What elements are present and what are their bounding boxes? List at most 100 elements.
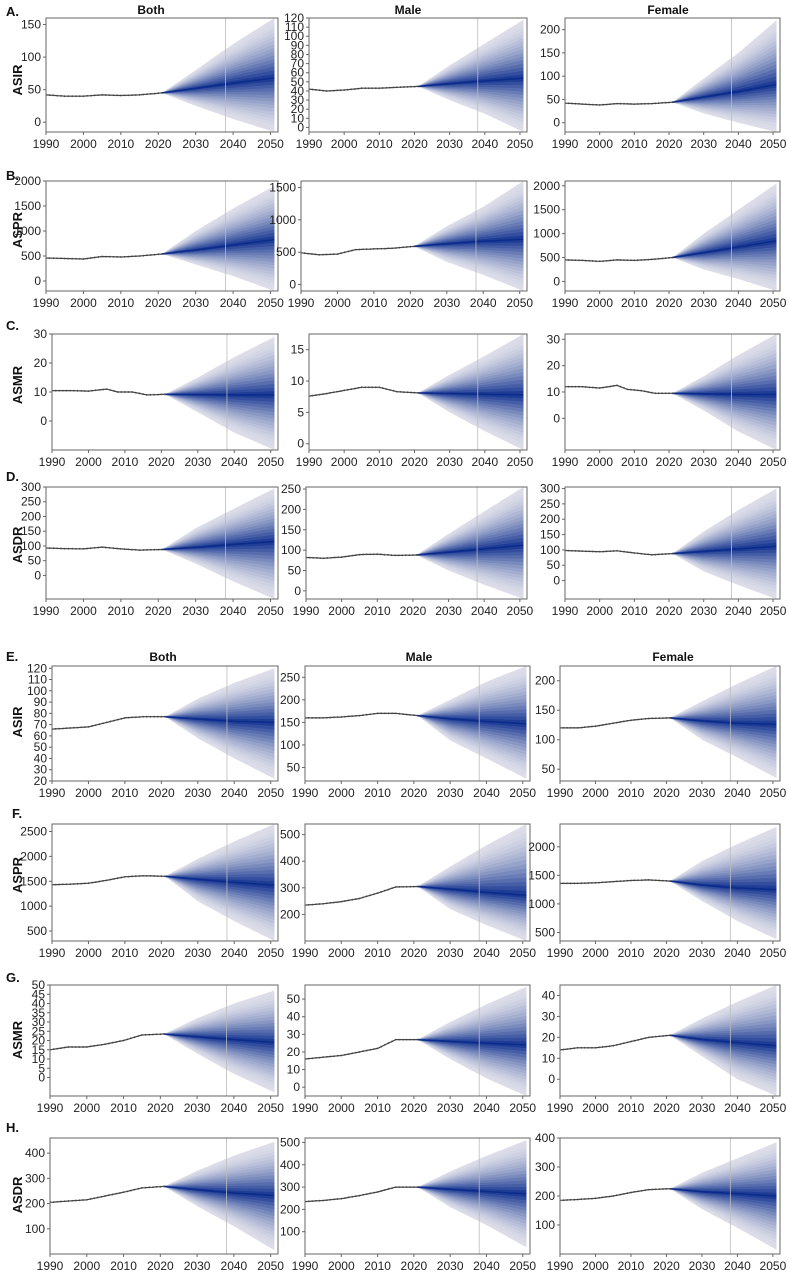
observed-point — [336, 1054, 339, 1057]
x-tick-label: 2040 — [473, 946, 500, 960]
observed-point — [62, 389, 64, 392]
observed-point — [311, 253, 313, 255]
y-tick-label: 50 — [287, 992, 301, 1006]
observed-point — [612, 385, 615, 387]
y-tick-label: 100 — [540, 543, 560, 557]
y-tick-label: 200 — [540, 23, 560, 37]
x-tick-label: 2030 — [435, 604, 462, 618]
observed-point — [312, 556, 314, 559]
observed-point — [131, 94, 134, 96]
observed-point — [365, 895, 368, 898]
observed-point — [355, 554, 357, 556]
observed-point — [417, 85, 419, 88]
x-tick-label: 2050 — [509, 1101, 536, 1115]
observed-point — [83, 726, 86, 728]
observed-point — [376, 1191, 379, 1193]
x-tick-label: 2000 — [586, 455, 613, 469]
x-tick-label: 2050 — [760, 137, 787, 151]
y-tick-label: 0 — [297, 120, 304, 134]
fan-band — [418, 70, 524, 87]
observed-point — [602, 260, 604, 262]
observed-point — [116, 256, 118, 258]
observed-point — [619, 1193, 622, 1196]
observed-point — [347, 899, 350, 902]
plot-area-B-female — [565, 181, 777, 291]
forecast-mean-line — [165, 393, 275, 396]
x-tick-label: 2000 — [331, 137, 358, 151]
observed-point — [69, 727, 72, 729]
observed-point — [365, 713, 368, 716]
observed-point — [665, 1034, 668, 1037]
observed-line — [305, 1038, 418, 1060]
observed-point — [365, 248, 368, 251]
x-tick-label: 2000 — [328, 786, 355, 800]
observed-point — [325, 392, 328, 395]
observed-point — [640, 879, 643, 882]
observed-point — [333, 1055, 335, 1058]
observed-point — [67, 257, 70, 260]
observed-point — [82, 258, 85, 260]
observed-point — [633, 552, 636, 554]
plot-area-C-female — [565, 334, 777, 450]
observed-point — [142, 874, 145, 877]
y-tick-label: 30 — [547, 332, 561, 346]
observed-point — [71, 257, 74, 260]
observed-point — [52, 94, 55, 97]
observed-point — [62, 883, 64, 886]
observed-point — [98, 723, 101, 726]
x-tick-label: 2030 — [690, 296, 717, 310]
observed-point — [127, 94, 130, 97]
observed-point — [134, 548, 137, 551]
observed-point — [380, 247, 383, 250]
fan-band — [162, 232, 275, 254]
observed-point — [371, 87, 374, 90]
y-tick-label: 250 — [21, 495, 41, 509]
y-tick-label: 20 — [287, 1045, 301, 1059]
observed-point — [315, 1200, 317, 1202]
observed-point — [307, 1057, 310, 1060]
y-tick-label: 200 — [535, 674, 555, 688]
observed-point — [643, 553, 646, 555]
observed-point — [148, 1033, 151, 1036]
observed-point — [153, 715, 156, 718]
y-tick-label: 40 — [34, 751, 48, 765]
observed-line — [50, 1185, 165, 1203]
observed-point — [311, 717, 314, 719]
y-tick-label: 2000 — [20, 849, 47, 863]
observed-point — [89, 1045, 92, 1048]
observed-line — [565, 256, 673, 262]
observed-point — [665, 717, 668, 719]
observed-point — [588, 386, 591, 389]
x-tick-label: 2020 — [400, 604, 427, 618]
y-tick-label: 10 — [287, 1063, 301, 1077]
observed-point — [116, 877, 119, 880]
x-tick-label: 2040 — [471, 455, 498, 469]
observed-point — [144, 1186, 147, 1189]
observed-point — [399, 391, 402, 393]
y-tick-label: 150 — [281, 523, 301, 537]
observed-point — [567, 385, 570, 388]
observed-point — [97, 546, 100, 549]
observed-point — [595, 386, 598, 389]
y-tick-label: 0 — [293, 1080, 300, 1094]
observed-point — [76, 882, 79, 885]
forecast-mean-line — [672, 83, 777, 103]
observed-point — [405, 1186, 408, 1188]
observed-point — [647, 553, 650, 556]
x-tick-label: 2030 — [690, 604, 717, 618]
observed-point — [413, 85, 416, 88]
observed-point — [354, 1051, 357, 1054]
x-tick-label: 2000 — [582, 946, 609, 960]
observed-point — [654, 717, 657, 720]
observed-point — [371, 386, 374, 389]
observed-point — [311, 1200, 314, 1202]
fan-band — [416, 541, 524, 555]
observed-point — [97, 94, 100, 96]
observed-line — [301, 245, 415, 256]
observed-point — [376, 712, 379, 715]
x-tick-label: 2050 — [257, 786, 284, 800]
observed-point — [409, 245, 412, 248]
observed-point — [318, 717, 321, 719]
observed-point — [658, 879, 661, 882]
observed-point — [111, 1041, 114, 1044]
